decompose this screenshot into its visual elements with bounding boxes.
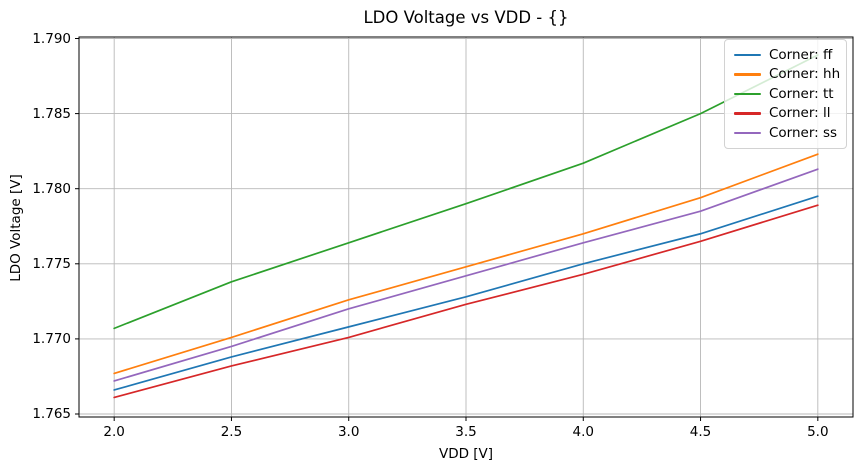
x-axis-label: VDD [V] bbox=[438, 446, 494, 462]
x-tick-label: 4.5 bbox=[689, 424, 712, 440]
y-tick-label: 1.785 bbox=[32, 105, 71, 122]
legend-label-ff: Corner: ff bbox=[769, 46, 833, 63]
legend-item-hh: Corner: hh bbox=[734, 65, 841, 85]
x-tick-label: 3.5 bbox=[455, 424, 477, 440]
series-line-ss bbox=[113, 168, 819, 382]
legend-label-ll: Corner: ll bbox=[769, 105, 831, 122]
x-tick-label: 2.0 bbox=[103, 424, 125, 440]
y-tick-label: 1.765 bbox=[32, 405, 71, 422]
y-tick-label: 1.790 bbox=[32, 30, 71, 47]
legend-line-swatch-hh bbox=[734, 73, 761, 76]
legend-item-tt: Corner: tt bbox=[734, 84, 838, 104]
x-tick-label: 2.5 bbox=[220, 424, 243, 440]
legend-line-swatch-tt bbox=[734, 92, 761, 95]
series-line-ff bbox=[113, 195, 819, 391]
y-tick-label: 1.775 bbox=[32, 255, 71, 272]
legend-label-ss: Corner: ss bbox=[769, 124, 838, 141]
chart-title: LDO Voltage vs VDD - {} bbox=[363, 8, 569, 27]
y-tick-label: 1.780 bbox=[32, 180, 71, 197]
series-line-hh bbox=[113, 153, 819, 375]
x-tick-label: 5.0 bbox=[807, 424, 829, 440]
legend-item-ll: Corner: ll bbox=[734, 104, 838, 124]
y-axis-label: LDO Voltage [V] bbox=[8, 174, 24, 282]
legend-line-swatch-ff bbox=[734, 53, 761, 56]
series-line-tt bbox=[113, 54, 819, 330]
legend-item-ss: Corner: ss bbox=[734, 123, 838, 143]
legend-line-swatch-ll bbox=[734, 112, 761, 115]
legend-line-swatch-ss bbox=[734, 131, 761, 134]
series-line-ll bbox=[113, 204, 819, 399]
y-tick-label: 1.770 bbox=[32, 330, 71, 347]
legend: Corner: ff Corner: hh Corner: tt Corner: ll… bbox=[724, 39, 847, 149]
x-tick-label: 3.0 bbox=[337, 424, 360, 440]
x-tick-label: 4.0 bbox=[572, 424, 594, 440]
legend-label-tt: Corner: tt bbox=[769, 85, 834, 102]
legend-item-ff: Corner: ff bbox=[734, 45, 838, 65]
legend-label-hh: Corner: hh bbox=[769, 66, 841, 83]
